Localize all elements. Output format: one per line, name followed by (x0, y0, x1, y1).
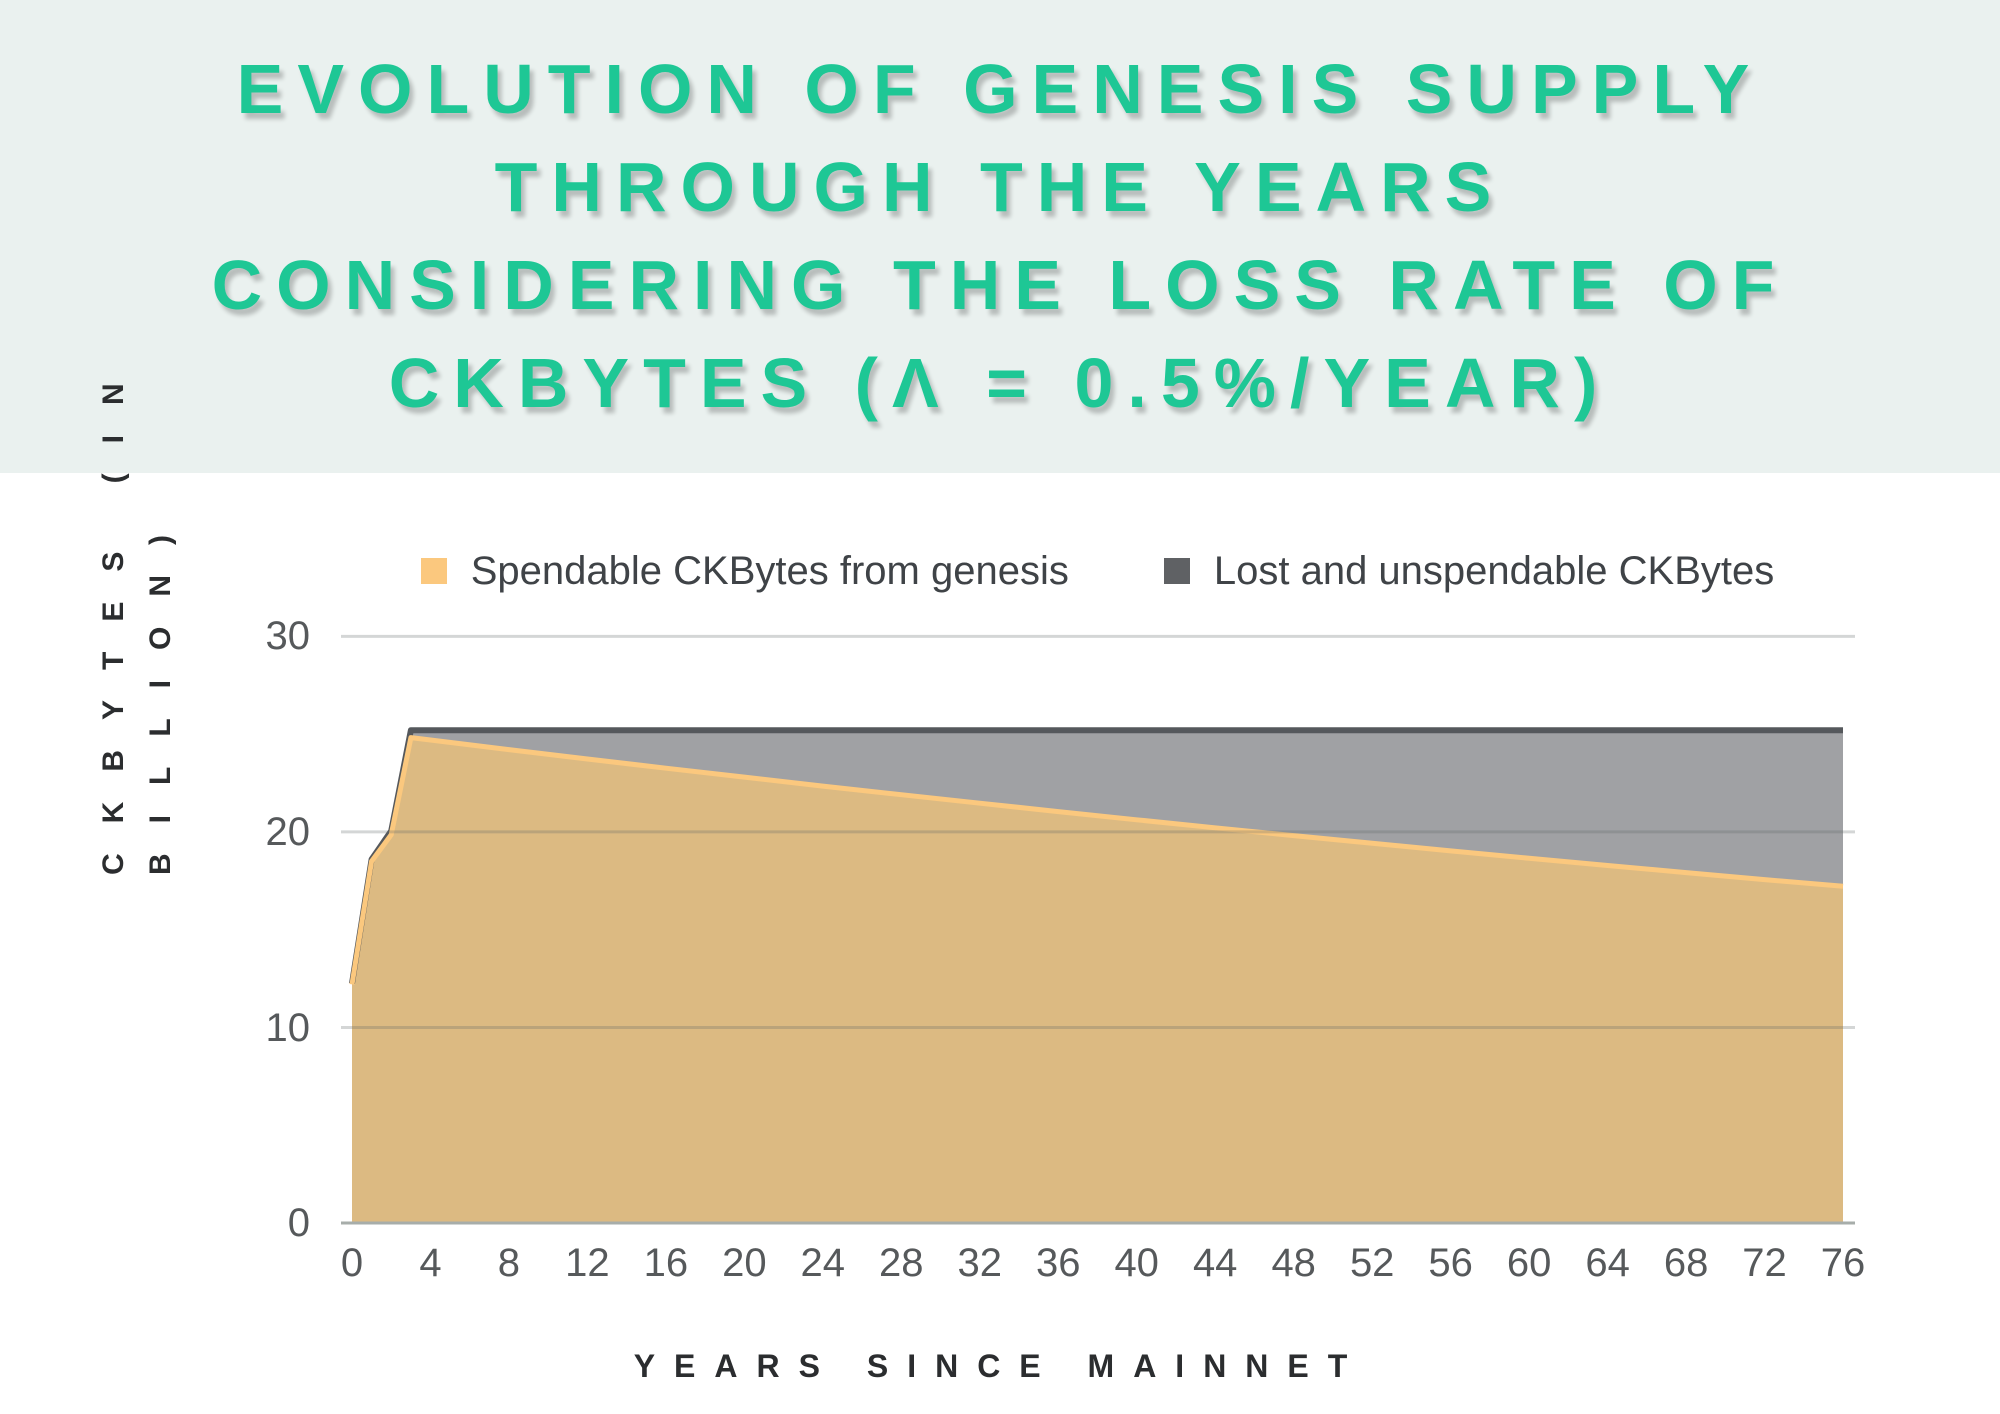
legend-item-lost: Lost and unspendable CKBytes (1163, 548, 1775, 594)
x-tick-label: 8 (497, 1241, 521, 1285)
x-tick-label: 68 (1663, 1241, 1709, 1285)
x-tick-label: 64 (1585, 1241, 1630, 1285)
x-tick-label: 76 (1820, 1241, 1866, 1285)
stacked-area-chart (341, 634, 1855, 1225)
x-tick-label: 20 (722, 1241, 767, 1285)
x-tick-label: 56 (1428, 1241, 1473, 1285)
x-tick-label: 12 (565, 1241, 610, 1285)
x-tick-label: 72 (1742, 1241, 1787, 1285)
y-tick-label: 0 (287, 1201, 310, 1245)
chart-title-line: CKBYTES (Λ = 0.5%/YEAR) (388, 344, 1612, 422)
x-tick-label: 32 (957, 1241, 1003, 1285)
x-axis-title: YEARS SINCE MAINNET (633, 1348, 1367, 1384)
x-tick-label: 28 (879, 1241, 924, 1285)
x-tick-label: 4 (419, 1241, 442, 1285)
x-tick-label: 0 (340, 1241, 364, 1285)
lost-area (352, 730, 1843, 985)
legend-swatch-spendable (420, 558, 447, 584)
chart-title-line: CONSIDERING THE LOSS RATE OF (211, 246, 1789, 324)
legend: Spendable CKBytes from genesis Lost and … (352, 543, 1843, 599)
y-tick-label: 10 (265, 1005, 311, 1050)
chart-title-line: THROUGH THE YEARS (494, 148, 1506, 226)
x-tick-label: 36 (1036, 1241, 1081, 1285)
spendable-area (352, 737, 1843, 1223)
title-banner: EVOLUTION OF GENESIS SUPPLY THROUGH THE … (0, 0, 2000, 473)
y-tick-label: 20 (265, 809, 311, 854)
x-tick-label: 48 (1271, 1241, 1316, 1285)
x-tick-label: 40 (1114, 1241, 1159, 1285)
spendable-top-line (349, 735, 1844, 985)
legend-label-lost: Lost and unspendable CKBytes (1213, 548, 1775, 593)
legend-item-spendable: Spendable CKBytes from genesis (420, 548, 1069, 594)
y-tick-label: 30 (265, 614, 311, 659)
x-tick-label: 16 (643, 1241, 689, 1285)
chart-title: EVOLUTION OF GENESIS SUPPLY THROUGH THE … (0, 40, 2000, 432)
x-tick-label: 24 (800, 1241, 846, 1285)
x-tick-label: 60 (1506, 1241, 1552, 1285)
x-tick-label: 44 (1192, 1241, 1238, 1285)
chart-title-line: EVOLUTION OF GENESIS SUPPLY (236, 50, 1764, 128)
legend-swatch-lost (1163, 558, 1190, 584)
legend-label-spendable: Spendable CKBytes from genesis (470, 548, 1069, 593)
lost-top-line (349, 727, 1843, 984)
x-tick-label: 52 (1349, 1241, 1395, 1285)
